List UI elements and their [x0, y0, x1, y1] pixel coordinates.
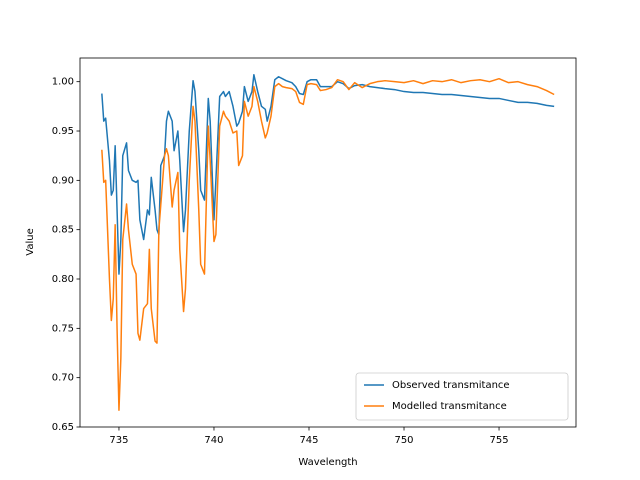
- x-tick-label: 755: [489, 435, 508, 446]
- legend-box: [355, 372, 569, 421]
- x-tick-label: 735: [109, 435, 128, 446]
- plot-frame: [79, 57, 577, 428]
- y-tick-label: 0.95: [52, 126, 74, 137]
- y-tick-label: 0.70: [52, 373, 74, 384]
- x-tick-label: 745: [299, 435, 318, 446]
- legend-label: Observed transmitance: [392, 380, 510, 391]
- y-tick-label: 0.90: [52, 175, 74, 186]
- y-tick-label: 1.00: [52, 77, 74, 88]
- x-tick-label: 740: [204, 435, 223, 446]
- x-tick-label: 750: [394, 435, 413, 446]
- y-axis-label: Value: [25, 228, 36, 255]
- x-axis-label: Wavelength: [298, 457, 357, 468]
- data-line: [101, 74, 555, 275]
- data-line: [101, 77, 555, 411]
- y-tick-label: 0.85: [52, 225, 74, 236]
- legend-label: Modelled transmitance: [392, 401, 507, 412]
- y-tick-label: 0.75: [52, 323, 74, 334]
- y-tick-label: 0.80: [52, 274, 74, 285]
- y-tick-label: 0.65: [52, 422, 74, 433]
